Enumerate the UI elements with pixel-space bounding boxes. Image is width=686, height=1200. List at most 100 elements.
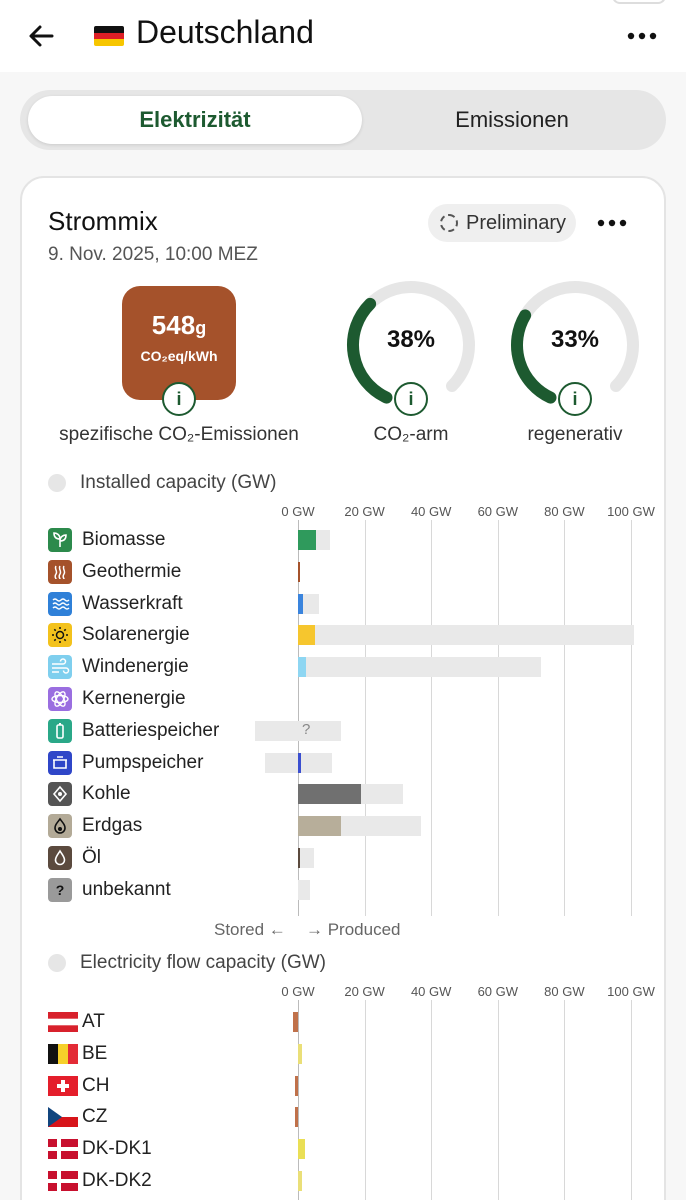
atom-icon <box>48 687 72 711</box>
wind-icon <box>48 655 72 680</box>
installed-gridline <box>631 520 632 916</box>
flow-tick-label: 60 GW <box>477 984 519 999</box>
flow-row-label: DK-DK1 <box>82 1138 152 1160</box>
installed-gridline <box>364 520 366 916</box>
installed-tick-label: 20 GW <box>344 504 385 519</box>
emissions-value: 548g <box>151 310 207 340</box>
coal-icon <box>48 782 72 807</box>
card-more-options-icon[interactable] <box>592 208 632 238</box>
installed-produced-bar <box>298 784 362 805</box>
flow-bar <box>292 1012 298 1032</box>
flow-gridline <box>631 1000 632 1200</box>
page-title: Deutschland <box>136 14 314 50</box>
preliminary-label: Preliminary <box>466 211 567 234</box>
emissions-label: spezifische CO₂-Emissionen <box>59 424 299 445</box>
installed-tick-label: 60 GW <box>477 504 519 519</box>
installed-row-label: Pumpspeicher <box>82 751 204 773</box>
stored-legend: Stored ← <box>214 920 286 939</box>
flow-row-label: CH <box>82 1074 110 1096</box>
renewable-gauge: 33% <box>510 280 640 410</box>
installed-capacity-bar <box>298 848 314 868</box>
co2-free-info-icon[interactable]: i <box>394 382 428 416</box>
emissions-info-icon[interactable]: i <box>162 382 196 416</box>
flow-row-label: CZ <box>82 1106 108 1128</box>
flow-tick-label: 100 GW <box>607 984 655 999</box>
installed-produced-bar <box>298 752 301 773</box>
card-date: 9. Nov. 2025, 10:00 MEZ <box>48 244 258 265</box>
installed-toggle-icon <box>48 474 66 492</box>
flow-gridline <box>564 1000 566 1200</box>
installed-row-label: Geothermie <box>82 560 182 582</box>
svg-text:?: ? <box>56 882 65 898</box>
renewable-value: 33% <box>550 326 600 353</box>
flow-row-label: BE <box>82 1042 108 1064</box>
installed-capacity-bar <box>298 879 310 900</box>
renewable-info-icon[interactable]: i <box>558 382 592 416</box>
installed-row-label: Kernenergie <box>82 688 186 709</box>
austria-flag-icon <box>48 1012 78 1032</box>
flow-bar <box>295 1107 299 1128</box>
installed-row-label: Erdgas <box>82 815 143 837</box>
produced-legend: → Produced <box>306 920 401 939</box>
installed-row-label: Windenergie <box>82 656 189 678</box>
tab-elektrizitaet[interactable]: Elektrizität <box>28 96 362 144</box>
flow-gridline <box>364 1000 366 1200</box>
flow-bar <box>298 1043 302 1064</box>
czechia-flag-icon <box>48 1107 78 1128</box>
emissions-unit: CO₂eq/kWh <box>140 348 218 364</box>
installed-gridline <box>497 520 499 916</box>
installed-tick-label: 0 GW <box>281 504 315 519</box>
card-title: Strommix <box>48 206 158 236</box>
water-icon <box>48 591 72 616</box>
installed-capacity-header[interactable]: Installed capacity (GW) <box>48 472 276 494</box>
top-bar: Deutschland <box>0 0 686 72</box>
preliminary-badge[interactable]: Preliminary <box>428 204 576 242</box>
geothermal-icon <box>48 559 72 584</box>
installed-produced-bar <box>298 561 300 582</box>
flow-row-label: AT <box>82 1011 105 1032</box>
flow-gridline <box>497 1000 499 1200</box>
strommix-card: Strommix 9. Nov. 2025, 10:00 MEZ Prelimi… <box>20 176 666 1200</box>
flow-tick-label: 0 GW <box>281 984 315 999</box>
more-options-icon[interactable] <box>622 22 662 50</box>
installed-row-label: unbekannt <box>82 878 171 900</box>
tab-bar: Elektrizität Emissionen <box>20 90 666 150</box>
installed-produced-bar <box>298 848 300 868</box>
installed-row-label: Wasserkraft <box>82 592 183 614</box>
renewable-label: regenerativ <box>527 424 623 445</box>
flow-tick-label: 20 GW <box>344 984 385 999</box>
installed-gridline <box>431 520 433 916</box>
installed-gridline <box>298 520 299 916</box>
flow-gridline <box>431 1000 433 1200</box>
flow-capacity-header[interactable]: Electricity flow capacity (GW) <box>48 952 326 974</box>
question-icon: ? <box>48 877 72 902</box>
installed-capacity-bar <box>298 593 320 614</box>
battery-icon <box>48 718 72 743</box>
leaf-icon <box>48 528 72 552</box>
sun-icon <box>48 623 72 648</box>
installed-capacity-title: Installed capacity (GW) <box>80 472 277 493</box>
installed-produced-bar <box>298 657 307 678</box>
denmark-flag-icon <box>48 1139 78 1160</box>
emissions-intensity-box: 548g CO₂eq/kWh <box>122 286 236 400</box>
renewable-ring <box>511 281 639 404</box>
flow-bar <box>298 1171 302 1191</box>
back-arrow-icon[interactable] <box>26 18 56 54</box>
co2-free-value: 38% <box>386 326 436 353</box>
installed-produced-bar <box>298 816 342 837</box>
installed-gridline <box>564 520 566 916</box>
flow-bar <box>298 1139 305 1160</box>
flow-bar <box>295 1075 299 1096</box>
installed-capacity-bar <box>298 657 542 678</box>
installed-produced-bar <box>298 530 317 550</box>
gas-icon <box>48 814 72 839</box>
installed-tick-label: 40 GW <box>410 504 452 519</box>
tab-emissionen[interactable]: Emissionen <box>455 107 569 132</box>
flow-row-label: DK-DK2 <box>82 1170 152 1191</box>
top-fragment <box>612 0 666 4</box>
flow-tick-label: 40 GW <box>410 984 452 999</box>
germany-flag-icon <box>94 26 124 46</box>
installed-produced-bar <box>298 593 303 614</box>
installed-capacity-bar <box>298 625 635 646</box>
installed-row-label: Batteriespeicher <box>82 719 220 741</box>
